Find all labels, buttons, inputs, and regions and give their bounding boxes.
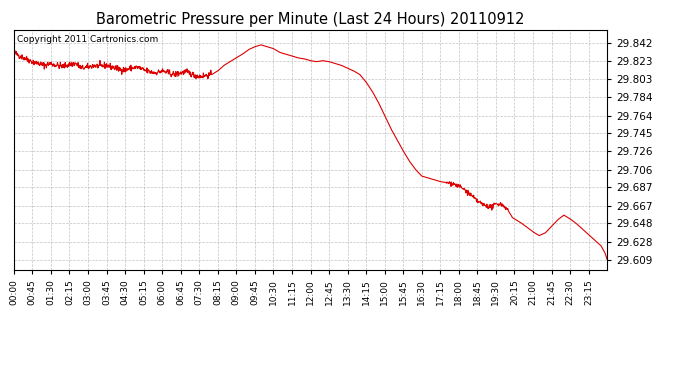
Title: Barometric Pressure per Minute (Last 24 Hours) 20110912: Barometric Pressure per Minute (Last 24 … [96, 12, 525, 27]
Text: Copyright 2011 Cartronics.com: Copyright 2011 Cartronics.com [17, 35, 158, 44]
